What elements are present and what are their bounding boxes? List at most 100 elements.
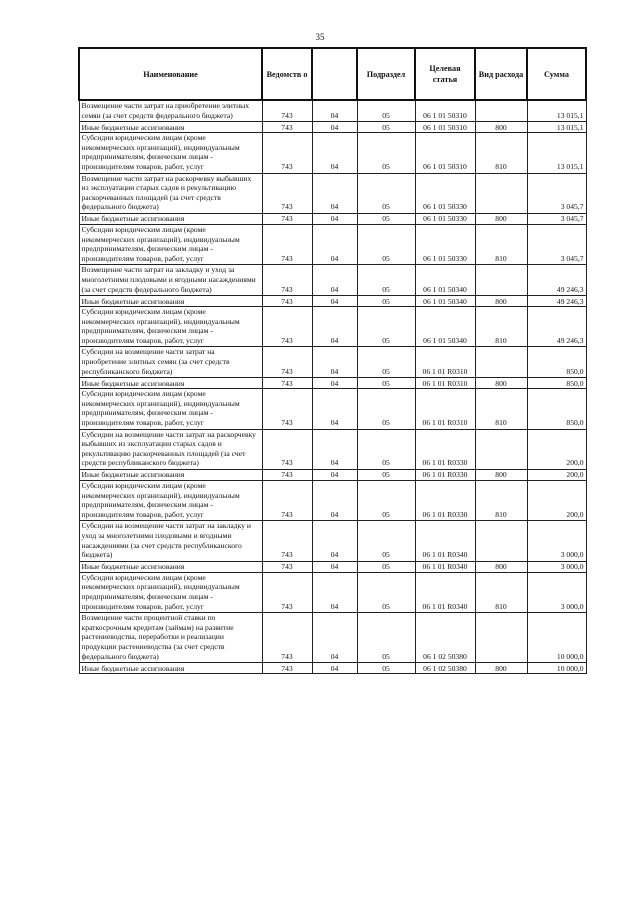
table-row: Субсидии на возмещение части затрат на з… — [78, 520, 587, 562]
cell-name: Возмещение части затрат на приобретение … — [78, 99, 263, 123]
cell-razdel: 04 — [311, 560, 358, 573]
cell-vedomstvo: 743 — [261, 172, 313, 214]
cell-vedomstvo: 743 — [261, 132, 313, 174]
cell-celevaya-statya: 06 1 01 R0340 — [414, 520, 476, 562]
cell-celevaya-statya: 06 1 01 R0330 — [414, 428, 476, 471]
table-row: Иные бюджетные ассигнования 743 04 05 06 1 0… — [78, 377, 587, 390]
cell-vedomstvo: 743 — [261, 571, 313, 614]
cell-vid-rashoda: 800 — [474, 560, 528, 573]
cell-razdel: 04 — [311, 172, 358, 214]
header-vedomstvo: Ведомств о — [261, 47, 313, 101]
cell-name: Субсидии юридическим лицам (кроме некомм… — [78, 479, 263, 522]
cell-razdel: 04 — [311, 132, 358, 174]
cell-celevaya-statya: 06 1 02 50380 — [414, 612, 476, 664]
cell-vid-rashoda — [474, 428, 528, 471]
table-row: Субсидии юридическим лицам (кроме некомм… — [78, 388, 587, 430]
cell-vedomstvo: 743 — [261, 388, 313, 430]
cell-vedomstvo: 743 — [261, 560, 313, 573]
cell-vedomstvo: 743 — [261, 121, 313, 134]
cell-razdel: 04 — [311, 223, 358, 266]
table-row: Иные бюджетные ассигнования 743 04 05 06 1 0… — [78, 121, 587, 134]
cell-vid-rashoda: 800 — [474, 295, 528, 308]
cell-vid-rashoda: 810 — [474, 132, 528, 174]
cell-name: Возмещение части затрат на закладку и ух… — [78, 264, 263, 297]
table-row: Иные бюджетные ассигнования 743 04 05 06 1 0… — [78, 469, 587, 481]
cell-celevaya-statya: 06 1 01 50310 — [414, 132, 476, 174]
cell-celevaya-statya: 06 1 01 R0310 — [414, 388, 476, 430]
header-vid-rashoda: Вид расхода — [474, 47, 528, 101]
cell-summa: 850,0 — [526, 377, 587, 390]
cell-name: Субсидии юридическим лицам (кроме некомм… — [78, 132, 263, 174]
cell-vid-rashoda: 800 — [474, 212, 528, 225]
cell-vid-rashoda — [474, 264, 528, 297]
table-row: Иные бюджетные ассигнования 743 04 05 06 1 0… — [78, 560, 587, 573]
cell-name: Субсидии на возмещение части затрат на р… — [78, 428, 263, 471]
table-row: Субсидии на возмещение части затрат на п… — [78, 346, 587, 379]
cell-vedomstvo: 743 — [261, 295, 313, 308]
table-row: Иные бюджетные ассигнования 743 04 05 06 1 0… — [78, 662, 587, 675]
cell-podrazdel: 05 — [356, 560, 416, 573]
cell-vid-rashoda: 810 — [474, 479, 528, 522]
cell-razdel: 04 — [311, 99, 358, 123]
cell-podrazdel: 05 — [356, 172, 416, 214]
cell-vedomstvo: 743 — [261, 264, 313, 297]
table-row: Субсидии юридическим лицам (кроме некомм… — [78, 571, 587, 614]
cell-razdel: 04 — [311, 571, 358, 614]
cell-name: Иные бюджетные ассигнования — [78, 377, 263, 390]
cell-vedomstvo: 743 — [261, 479, 313, 522]
cell-vid-rashoda — [474, 99, 528, 123]
cell-vid-rashoda: 810 — [474, 223, 528, 266]
cell-celevaya-statya: 06 1 01 50330 — [414, 172, 476, 214]
cell-celevaya-statya: 06 1 01 50340 — [414, 295, 476, 308]
cell-razdel: 04 — [311, 264, 358, 297]
cell-vedomstvo: 743 — [261, 612, 313, 664]
cell-vedomstvo: 743 — [261, 212, 313, 225]
cell-vid-rashoda: 800 — [474, 469, 528, 481]
cell-summa: 49 246,3 — [526, 306, 587, 348]
cell-vid-rashoda: 800 — [474, 121, 528, 134]
cell-vedomstvo: 743 — [261, 377, 313, 390]
cell-podrazdel: 05 — [356, 388, 416, 430]
cell-podrazdel: 05 — [356, 306, 416, 348]
cell-celevaya-statya: 06 1 01 50340 — [414, 306, 476, 348]
cell-podrazdel: 05 — [356, 132, 416, 174]
cell-summa: 200,0 — [526, 479, 587, 522]
cell-podrazdel: 05 — [356, 223, 416, 266]
cell-vedomstvo: 743 — [261, 99, 313, 123]
cell-summa: 850,0 — [526, 346, 587, 379]
cell-vid-rashoda: 810 — [474, 306, 528, 348]
header-celevaya-statya: Целевая статья — [414, 47, 476, 101]
table-row: Субсидии юридическим лицам (кроме некомм… — [78, 306, 587, 348]
table-row: Возмещение части процентной ставки по кр… — [78, 612, 587, 664]
cell-razdel: 04 — [311, 662, 358, 675]
cell-razdel: 04 — [311, 428, 358, 471]
cell-celevaya-statya: 06 1 01 50310 — [414, 121, 476, 134]
table-row: Субсидии юридическим лицам (кроме некомм… — [78, 223, 587, 266]
cell-summa: 200,0 — [526, 469, 587, 481]
cell-celevaya-statya: 06 1 01 50340 — [414, 264, 476, 297]
budget-table: Наименование Ведомств о Подраздел Целева… — [78, 47, 587, 675]
cell-summa: 3 045,7 — [526, 172, 587, 214]
cell-name: Иные бюджетные ассигнования — [78, 469, 263, 481]
cell-celevaya-statya: 06 1 01 R0310 — [414, 346, 476, 379]
cell-summa: 3 045,7 — [526, 212, 587, 225]
header-razdel — [311, 47, 358, 101]
cell-celevaya-statya: 06 1 01 R0330 — [414, 469, 476, 481]
cell-name: Субсидии юридическим лицам (кроме некомм… — [78, 571, 263, 614]
cell-vid-rashoda: 800 — [474, 377, 528, 390]
cell-summa: 10 000,0 — [526, 662, 587, 675]
cell-podrazdel: 05 — [356, 469, 416, 481]
cell-razdel: 04 — [311, 295, 358, 308]
cell-name: Субсидии на возмещение части затрат на з… — [78, 520, 263, 562]
cell-celevaya-statya: 06 1 01 R0310 — [414, 377, 476, 390]
cell-celevaya-statya: 06 1 01 50330 — [414, 212, 476, 225]
table-row: Иные бюджетные ассигнования 743 04 05 06 1 0… — [78, 295, 587, 308]
cell-podrazdel: 05 — [356, 571, 416, 614]
cell-razdel: 04 — [311, 121, 358, 134]
cell-name: Иные бюджетные ассигнования — [78, 121, 263, 134]
cell-razdel: 04 — [311, 469, 358, 481]
cell-summa: 200,0 — [526, 428, 587, 471]
cell-razdel: 04 — [311, 612, 358, 664]
cell-podrazdel: 05 — [356, 612, 416, 664]
cell-vid-rashoda — [474, 612, 528, 664]
